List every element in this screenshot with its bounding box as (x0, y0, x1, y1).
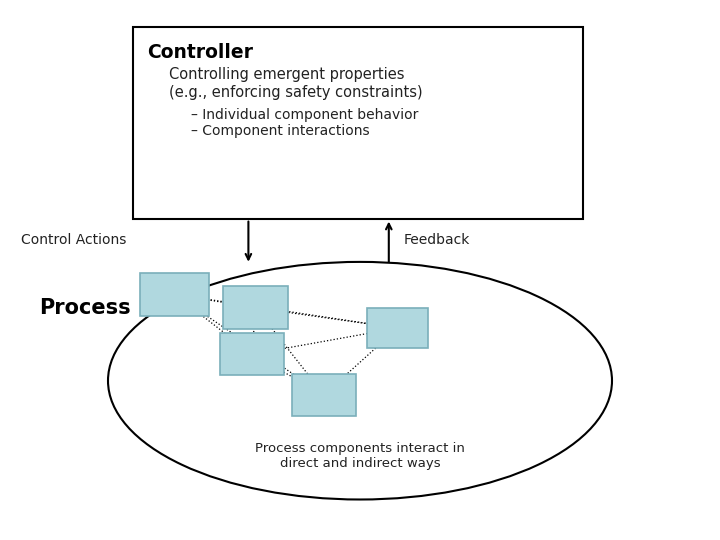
Text: Process: Process (40, 298, 131, 318)
Text: Controlling emergent properties: Controlling emergent properties (169, 67, 405, 82)
Text: – Individual component behavior: – Individual component behavior (191, 108, 418, 122)
Bar (220, 333, 284, 375)
Text: (e.g., enforcing safety constraints): (e.g., enforcing safety constraints) (169, 85, 423, 100)
Bar (292, 374, 356, 416)
Bar (140, 273, 209, 316)
Text: Controller: Controller (148, 43, 253, 62)
Bar (367, 308, 428, 348)
Text: Control Actions: Control Actions (21, 233, 126, 247)
Bar (223, 286, 288, 329)
Text: – Component interactions: – Component interactions (191, 124, 369, 138)
Text: Feedback: Feedback (403, 233, 469, 247)
Text: Process components interact in
direct and indirect ways: Process components interact in direct an… (255, 442, 465, 470)
Ellipse shape (108, 262, 612, 500)
Bar (133, 27, 583, 219)
